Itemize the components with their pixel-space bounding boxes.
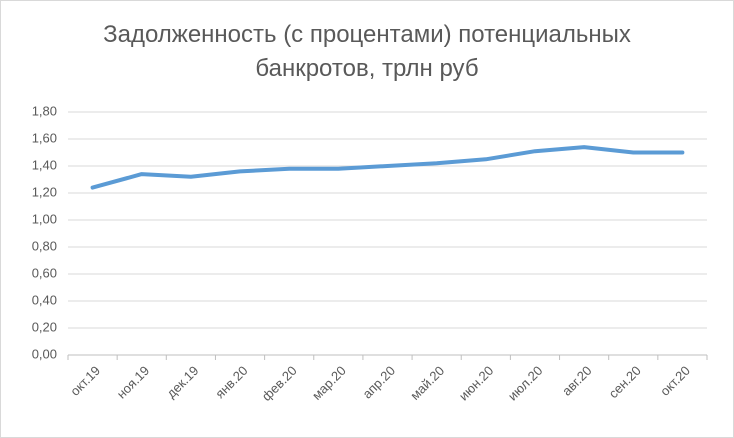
y-tick-label: 1,40 (32, 157, 57, 172)
y-tick-label: 0,00 (32, 346, 57, 361)
y-tick-label: 0,20 (32, 319, 57, 334)
data-line (90, 145, 685, 190)
y-tick-label: 0,80 (32, 238, 57, 253)
y-tick-label: 1,80 (32, 103, 57, 118)
y-tick-label: 0,60 (32, 265, 57, 280)
y-tick-label: 1,00 (32, 211, 57, 226)
y-tick-label: 1,20 (32, 184, 57, 199)
chart-title: Задолженность (с процентами) потенциальн… (103, 21, 631, 82)
y-tick-label: 0,40 (32, 292, 57, 307)
y-tick-label: 1,60 (32, 130, 57, 145)
